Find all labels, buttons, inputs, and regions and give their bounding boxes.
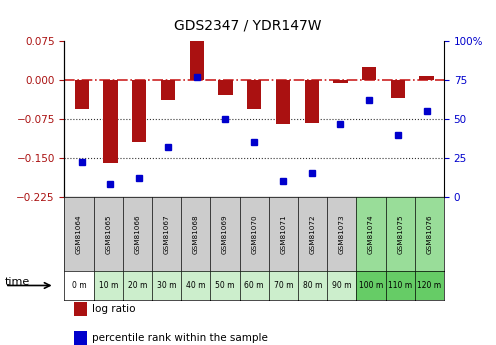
Bar [333,80,348,83]
Text: GSM81067: GSM81067 [164,214,170,254]
Text: 80 m: 80 m [303,281,322,290]
Text: GSM81066: GSM81066 [134,214,140,254]
Text: GSM81065: GSM81065 [105,214,111,254]
Bar [305,80,319,123]
Text: 90 m: 90 m [332,281,352,290]
Text: GSM81064: GSM81064 [76,214,82,254]
Bar [247,80,261,109]
Bar [132,80,146,142]
Text: 10 m: 10 m [99,281,118,290]
Text: GSM81069: GSM81069 [222,214,228,254]
Text: time: time [5,277,30,287]
Text: 40 m: 40 m [186,281,205,290]
Bar [189,38,204,80]
Text: log ratio: log ratio [92,304,135,314]
Text: GDS2347 / YDR147W: GDS2347 / YDR147W [174,19,322,33]
Text: 120 m: 120 m [417,281,441,290]
Text: GSM81071: GSM81071 [280,214,286,254]
Bar [362,67,376,80]
Text: 20 m: 20 m [128,281,147,290]
Text: 60 m: 60 m [245,281,264,290]
Bar [218,80,233,95]
Text: 30 m: 30 m [157,281,177,290]
Text: 70 m: 70 m [274,281,293,290]
Text: 0 m: 0 m [72,281,86,290]
Bar [391,80,405,98]
Text: 110 m: 110 m [388,281,412,290]
Text: GSM81076: GSM81076 [427,214,433,254]
Text: percentile rank within the sample: percentile rank within the sample [92,333,268,343]
Bar [74,80,89,109]
Text: GSM81073: GSM81073 [339,214,345,254]
Bar [103,80,118,163]
Text: GSM81075: GSM81075 [397,214,403,254]
Bar [276,80,290,124]
Text: GSM81074: GSM81074 [368,214,374,254]
Text: GSM81072: GSM81072 [310,214,315,254]
Text: GSM81070: GSM81070 [251,214,257,254]
Text: 50 m: 50 m [215,281,235,290]
Bar [161,80,175,100]
Text: GSM81068: GSM81068 [193,214,199,254]
Text: 100 m: 100 m [359,281,383,290]
Bar [420,76,434,80]
